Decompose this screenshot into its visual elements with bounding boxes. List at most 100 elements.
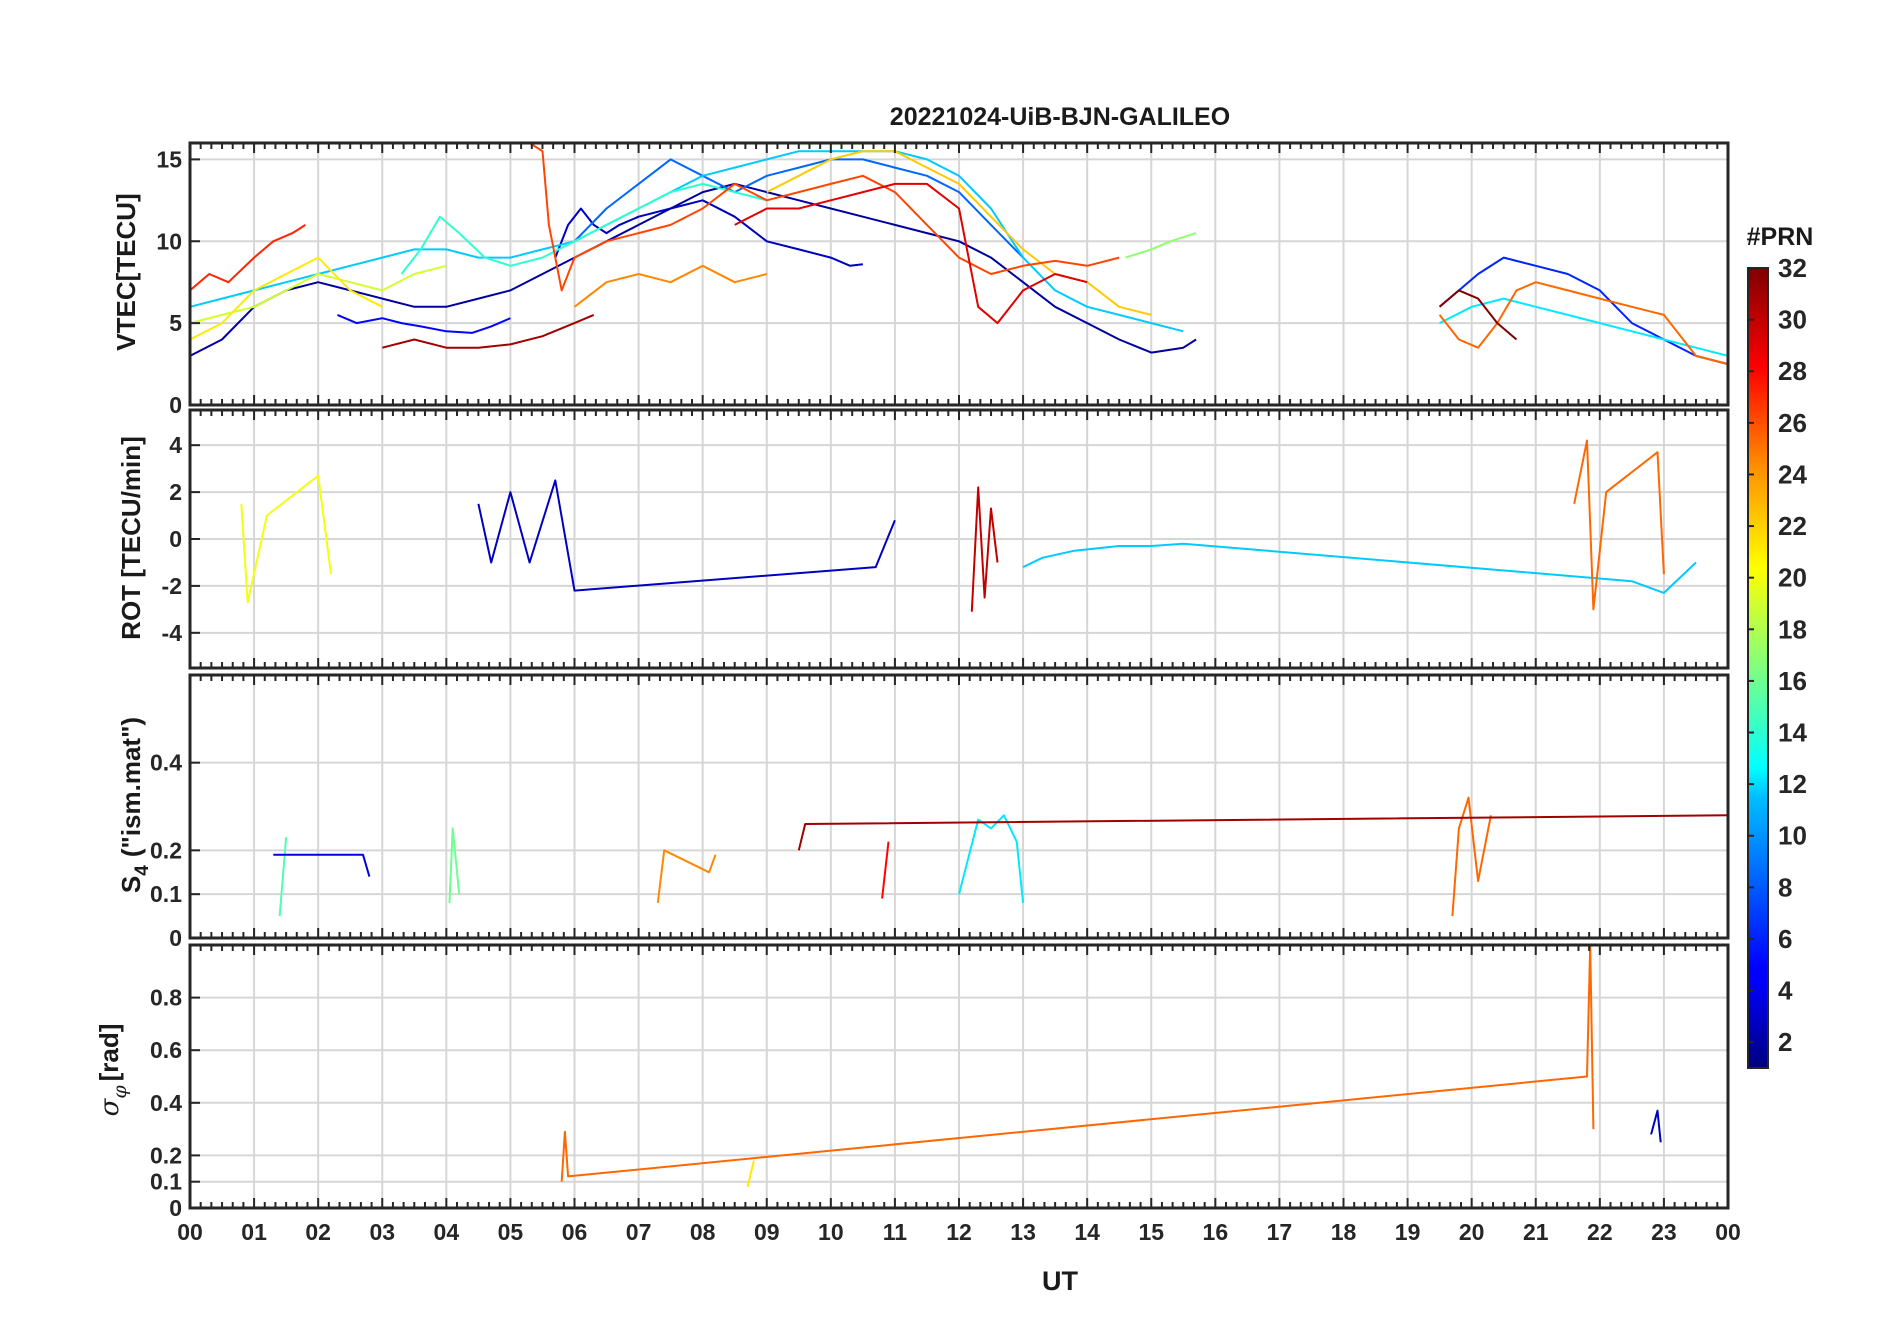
x-tick-label: 12 [946, 1219, 972, 1245]
y-tick-label: 0.4 [150, 750, 182, 776]
panel-s4: 0 0.1 0.2 0.4 S4 ("ism.mat") [116, 673, 1730, 951]
y-tick-label: 0 [169, 1195, 182, 1221]
x-tick-label: 19 [1395, 1219, 1421, 1245]
s4-y-label-main: S [116, 876, 146, 893]
x-tick-label: 23 [1651, 1219, 1677, 1245]
colorbar-tick-label: 24 [1778, 459, 1807, 489]
x-tick-label: 00 [1715, 1219, 1741, 1245]
series-prn-2 [189, 182, 1197, 357]
series-prn-27 [189, 224, 306, 292]
x-tick-label: 20 [1459, 1219, 1485, 1245]
x-axis-label: UT [1042, 1266, 1078, 1296]
series-prn-31 [797, 814, 1729, 851]
y-tick-label: 0.6 [150, 1037, 182, 1063]
series-prn-32 [1438, 289, 1518, 341]
y-tick-label: 4 [169, 432, 182, 458]
sigma-y-label: σφ [rad] [94, 1024, 131, 1117]
x-tick-label: 03 [369, 1219, 395, 1245]
y-tick-label: -2 [162, 573, 182, 599]
rot-series [240, 439, 1697, 612]
vtec-y-label: VTEC[TECU] [111, 193, 141, 350]
colorbar-tick-label: 16 [1778, 666, 1807, 696]
series-prn-25 [1573, 439, 1665, 611]
x-tick-label: 00 [177, 1219, 203, 1245]
panel-sigma-phi: 00.10.2 0.4 0.6 0.8 σφ [rad] [94, 943, 1730, 1221]
s4-frame [188, 673, 1730, 940]
s4-y-label-sub: 4 [132, 865, 153, 876]
y-tick-label: 0.1 [150, 881, 182, 907]
colorbar-tick-label: 2 [1778, 1027, 1792, 1057]
colorbar-tick-label: 10 [1778, 821, 1807, 851]
colorbar-tick-label: 8 [1778, 872, 1792, 902]
x-tick-label: 06 [562, 1219, 588, 1245]
series-prn-25 [1438, 281, 1729, 366]
x-tick-label: 04 [434, 1219, 460, 1245]
colorbar-tick-label: 26 [1778, 408, 1807, 438]
y-tick-label: 0.2 [150, 837, 182, 863]
x-tick-label: 22 [1587, 1219, 1613, 1245]
colorbar-label: #PRN [1747, 223, 1814, 251]
x-tick-label: 01 [241, 1219, 267, 1245]
sigma-series [560, 944, 1662, 1188]
x-tick-label: 02 [305, 1219, 331, 1245]
series-prn-8 [573, 158, 1024, 259]
s4-y-label: S4 ("ism.mat") [116, 717, 153, 893]
series-prn-28 [881, 841, 890, 899]
series-prn-26 [529, 142, 1120, 292]
x-tick-label: 18 [1331, 1219, 1357, 1245]
vtec-grid [190, 143, 1728, 405]
s4-series [273, 796, 1729, 917]
y-tick-label: 0.4 [150, 1090, 182, 1116]
colorbar-tick-label: 4 [1778, 976, 1793, 1006]
y-tick-label: 15 [156, 146, 182, 172]
s4-y-ticks: 0 0.1 0.2 0.4 [150, 750, 182, 951]
sigma-y-label-sub: φ [109, 1085, 131, 1099]
x-tick-label: 05 [498, 1219, 524, 1245]
chart-title: 20221024-UiB-BJN-GALILEO [890, 103, 1230, 131]
vtec-y-ticks: 0 5 10 15 [156, 146, 182, 418]
rot-y-label: ROT [TECU/min] [116, 436, 146, 640]
y-tick-label: 5 [169, 310, 182, 336]
y-tick-label: 0 [169, 925, 182, 951]
series-prn-21 [189, 256, 383, 341]
sigma-frame [188, 943, 1730, 1210]
vtec-series [189, 142, 1729, 366]
s4-y-label-tail: ("ism.mat") [116, 717, 146, 857]
colorbar-tick-label: 6 [1778, 924, 1792, 954]
sigma-y-label-main: σ [95, 1097, 125, 1116]
x-tick-label: 09 [754, 1219, 780, 1245]
y-tick-label: 0 [169, 526, 182, 552]
x-tick-label: 17 [1267, 1219, 1293, 1245]
x-tick-label: 21 [1523, 1219, 1549, 1245]
series-prn-17 [1125, 232, 1197, 259]
colorbar-tick-label: 18 [1778, 614, 1807, 644]
rot-grid [190, 410, 1728, 668]
x-tick-label: 10 [818, 1219, 844, 1245]
series-prn-20 [240, 474, 332, 604]
series-prn-15 [278, 837, 288, 917]
colorbar-tick-label: 30 [1778, 305, 1807, 335]
series-prn-16 [448, 827, 461, 903]
series-prn-25 [1451, 796, 1492, 917]
series-prn-24 [656, 849, 717, 904]
series-prn-12 [1439, 297, 1729, 357]
colorbar-tick-label: 22 [1778, 511, 1807, 541]
colorbar-tick-label: 12 [1778, 769, 1807, 799]
rot-y-ticks: -4 -2 0 2 4 [162, 432, 183, 646]
series-prn-5 [337, 313, 511, 334]
series-prn-3 [1650, 1109, 1662, 1143]
x-tick-label: 13 [1010, 1219, 1036, 1245]
x-tick-label: 16 [1203, 1219, 1229, 1245]
y-tick-label: 2 [169, 479, 182, 505]
series-prn-11 [189, 150, 1184, 333]
x-tick-label: 14 [1074, 1219, 1100, 1245]
y-tick-label: 10 [156, 228, 182, 254]
series-prn-4 [273, 853, 371, 877]
sigma-grid [190, 945, 1728, 1208]
series-prn-6 [1438, 256, 1729, 366]
x-tick-label: 11 [883, 1219, 908, 1245]
colorbar-gradient [1747, 267, 1769, 1069]
series-prn-25 [560, 944, 1595, 1182]
